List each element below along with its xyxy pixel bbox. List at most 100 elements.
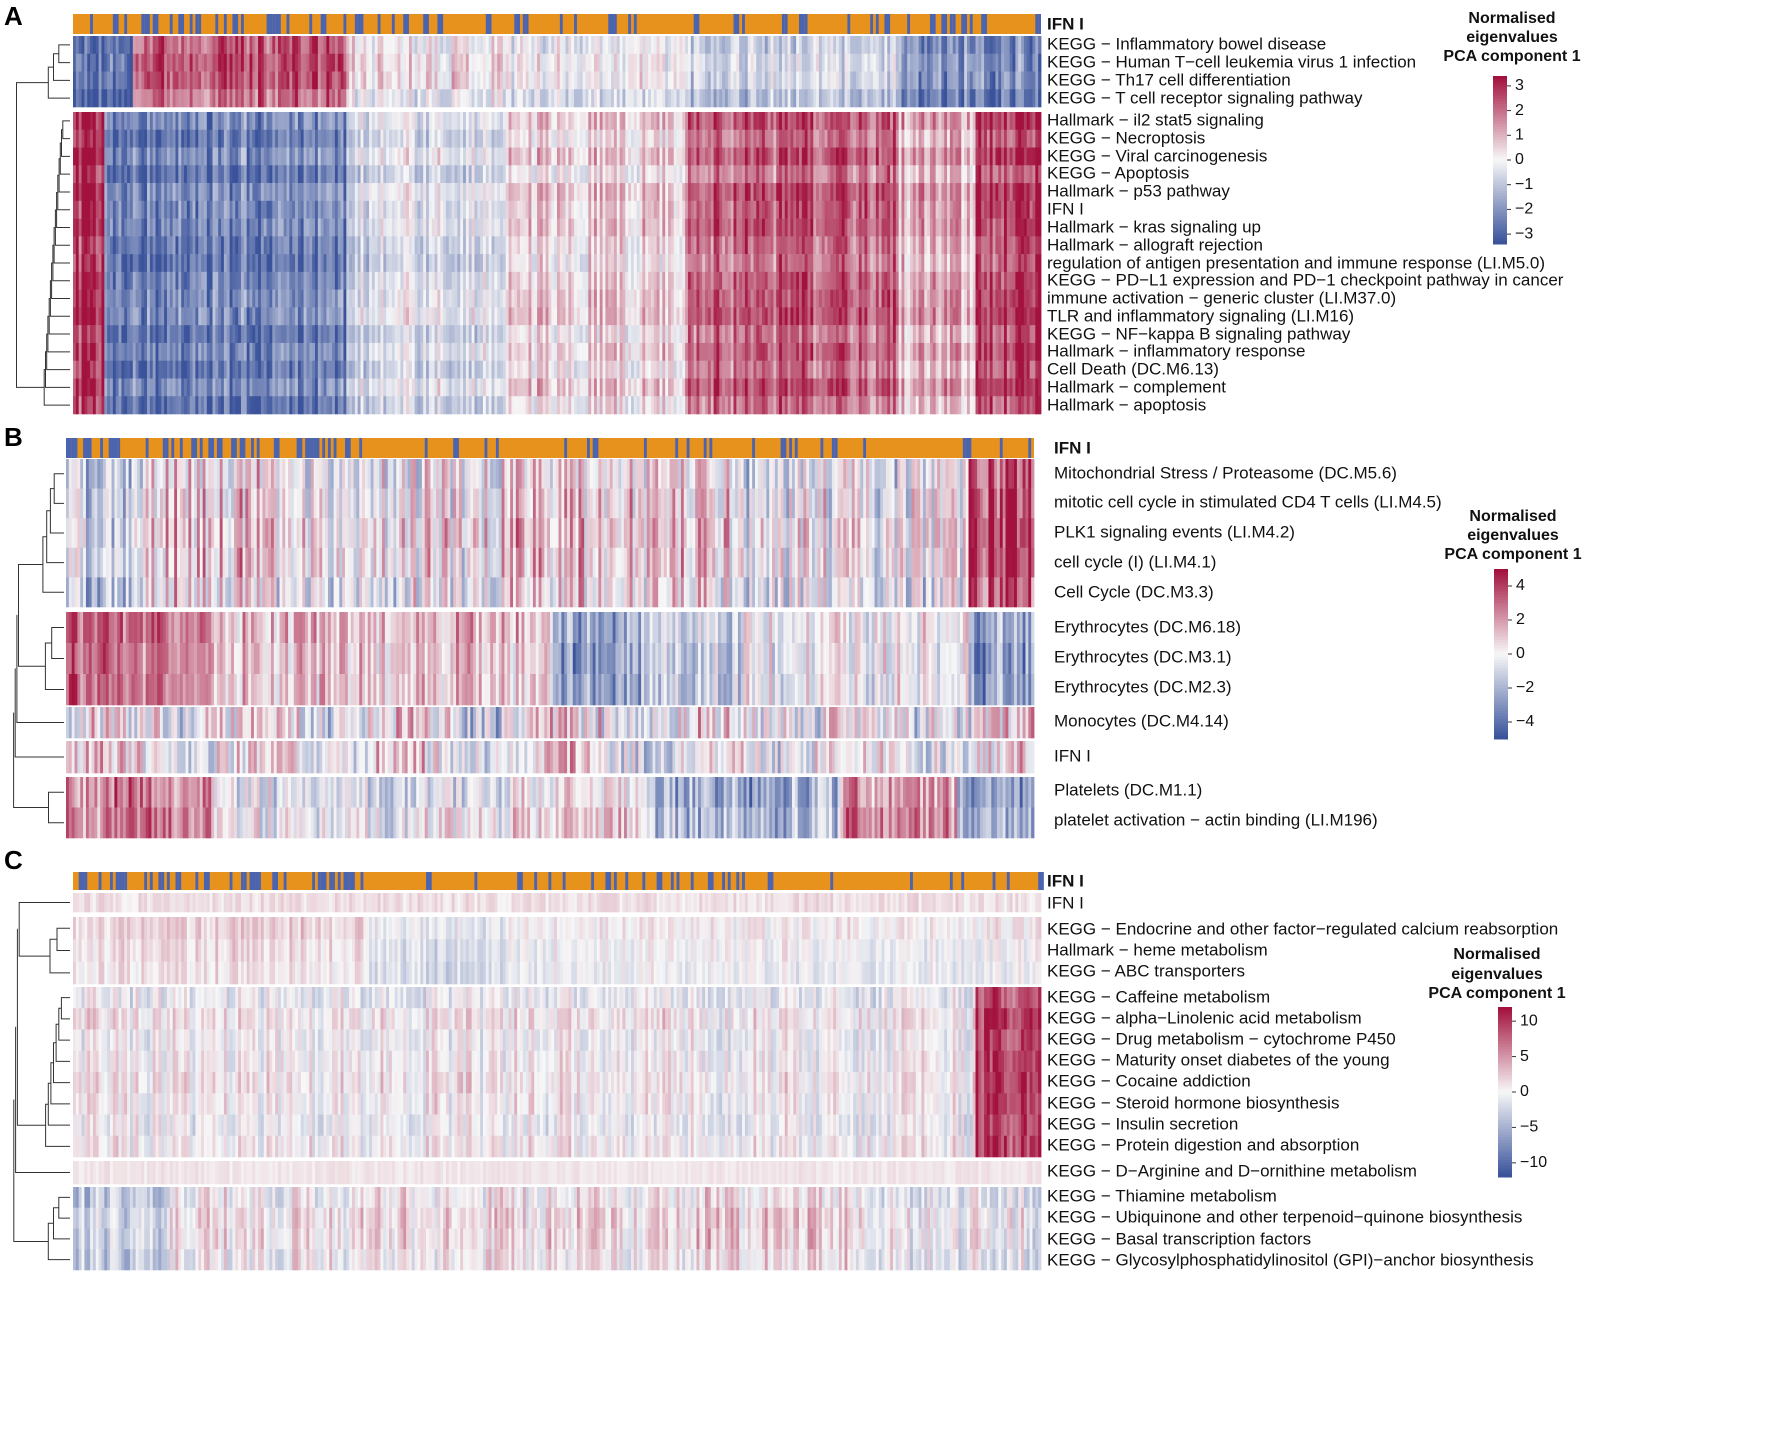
heatmap-cell <box>315 200 319 219</box>
heatmap-cell <box>380 36 384 55</box>
heatmap-cell <box>292 71 296 90</box>
annotation-cell <box>391 14 395 34</box>
heatmap-cell <box>181 89 185 108</box>
heatmap-cell <box>935 129 939 148</box>
heatmap-cell <box>115 271 119 290</box>
heatmap-cell <box>796 129 800 148</box>
heatmap-cell <box>710 147 714 166</box>
heatmap-cell <box>502 254 507 273</box>
heatmap-cell <box>875 218 880 237</box>
heatmap-cell <box>539 129 544 148</box>
heatmap-cell <box>781 36 786 55</box>
heatmap-cell <box>599 165 603 184</box>
heatmap-cell <box>924 112 928 131</box>
heatmap-cell <box>277 147 282 166</box>
heatmap-cell <box>232 147 236 166</box>
heatmap-cell <box>283 236 287 255</box>
heatmap-cell <box>184 165 188 184</box>
heatmap-cell <box>107 147 111 166</box>
heatmap-cell <box>152 129 156 148</box>
heatmap-cell <box>932 236 937 255</box>
heatmap-cell <box>944 129 948 148</box>
heatmap-cell <box>406 147 410 166</box>
heatmap-cell <box>266 254 270 273</box>
heatmap-cell <box>554 271 558 290</box>
heatmap-cell <box>875 147 880 166</box>
heatmap-cell <box>124 165 128 184</box>
heatmap-cell <box>784 89 789 108</box>
heatmap-cell <box>323 112 327 131</box>
heatmap-cell <box>1003 271 1008 290</box>
heatmap-cell <box>406 200 410 219</box>
heatmap-cell <box>653 89 658 108</box>
heatmap-cell <box>841 112 845 131</box>
heatmap-cell <box>582 129 586 148</box>
heatmap-cell <box>602 36 606 55</box>
heatmap-cell <box>892 89 897 108</box>
heatmap-cell <box>152 112 156 131</box>
heatmap-cell <box>172 147 176 166</box>
heatmap-cell <box>804 71 808 90</box>
heatmap-cell <box>818 53 823 72</box>
heatmap-cell <box>406 289 410 308</box>
heatmap-cell <box>269 200 273 219</box>
heatmap-cell <box>579 112 584 131</box>
heatmap-cell <box>847 36 851 55</box>
heatmap-cell <box>932 254 937 273</box>
heatmap-cell <box>434 147 438 166</box>
heatmap-cell <box>958 147 962 166</box>
heatmap-cell <box>557 71 561 90</box>
heatmap-cell <box>833 147 837 166</box>
heatmap-cell <box>297 254 302 273</box>
heatmap-cell <box>115 36 119 55</box>
heatmap-cell <box>181 236 185 255</box>
heatmap-cell <box>619 71 623 90</box>
heatmap-cell <box>1038 36 1042 55</box>
heatmap-cell <box>346 200 350 219</box>
heatmap-cell <box>1032 200 1036 219</box>
heatmap-cell <box>847 129 851 148</box>
heatmap-cell <box>622 71 626 90</box>
heatmap-cell <box>668 147 672 166</box>
heatmap-cell <box>633 36 638 55</box>
heatmap-cell <box>334 36 339 55</box>
heatmap-cell <box>986 183 991 202</box>
heatmap-cell <box>255 271 259 290</box>
heatmap-cell <box>277 183 282 202</box>
heatmap-cell <box>568 236 572 255</box>
heatmap-cell <box>500 271 504 290</box>
heatmap-cell <box>352 147 356 166</box>
heatmap-cell <box>949 200 954 219</box>
heatmap-cell <box>337 218 342 237</box>
heatmap-cell <box>195 183 199 202</box>
heatmap-cell <box>858 200 863 219</box>
heatmap-cell <box>78 183 82 202</box>
annotation-cell <box>964 14 967 34</box>
heatmap-cell <box>434 289 438 308</box>
heatmap-cell <box>477 71 481 90</box>
heatmap-cell <box>383 36 387 55</box>
heatmap-cell <box>779 236 783 255</box>
heatmap-cell <box>203 129 208 148</box>
heatmap-cell <box>354 200 359 219</box>
heatmap-cell <box>474 200 478 219</box>
heatmap-cell <box>816 112 820 131</box>
heatmap-cell <box>192 147 196 166</box>
heatmap-cell <box>1006 183 1011 202</box>
heatmap-cell <box>198 183 202 202</box>
heatmap-cell <box>833 236 837 255</box>
heatmap-cell <box>918 183 922 202</box>
heatmap-cell <box>591 165 595 184</box>
heatmap-cell <box>616 129 621 148</box>
heatmap-cell <box>354 147 359 166</box>
heatmap-cell <box>921 254 925 273</box>
heatmap-cell <box>693 71 697 90</box>
heatmap-cell <box>645 218 649 237</box>
heatmap-cell <box>787 129 791 148</box>
heatmap-cell <box>212 218 216 237</box>
heatmap-cell <box>363 129 367 148</box>
heatmap-cell <box>443 53 447 72</box>
heatmap-cell <box>918 147 922 166</box>
heatmap-cell <box>844 236 848 255</box>
heatmap-cell <box>349 112 353 131</box>
